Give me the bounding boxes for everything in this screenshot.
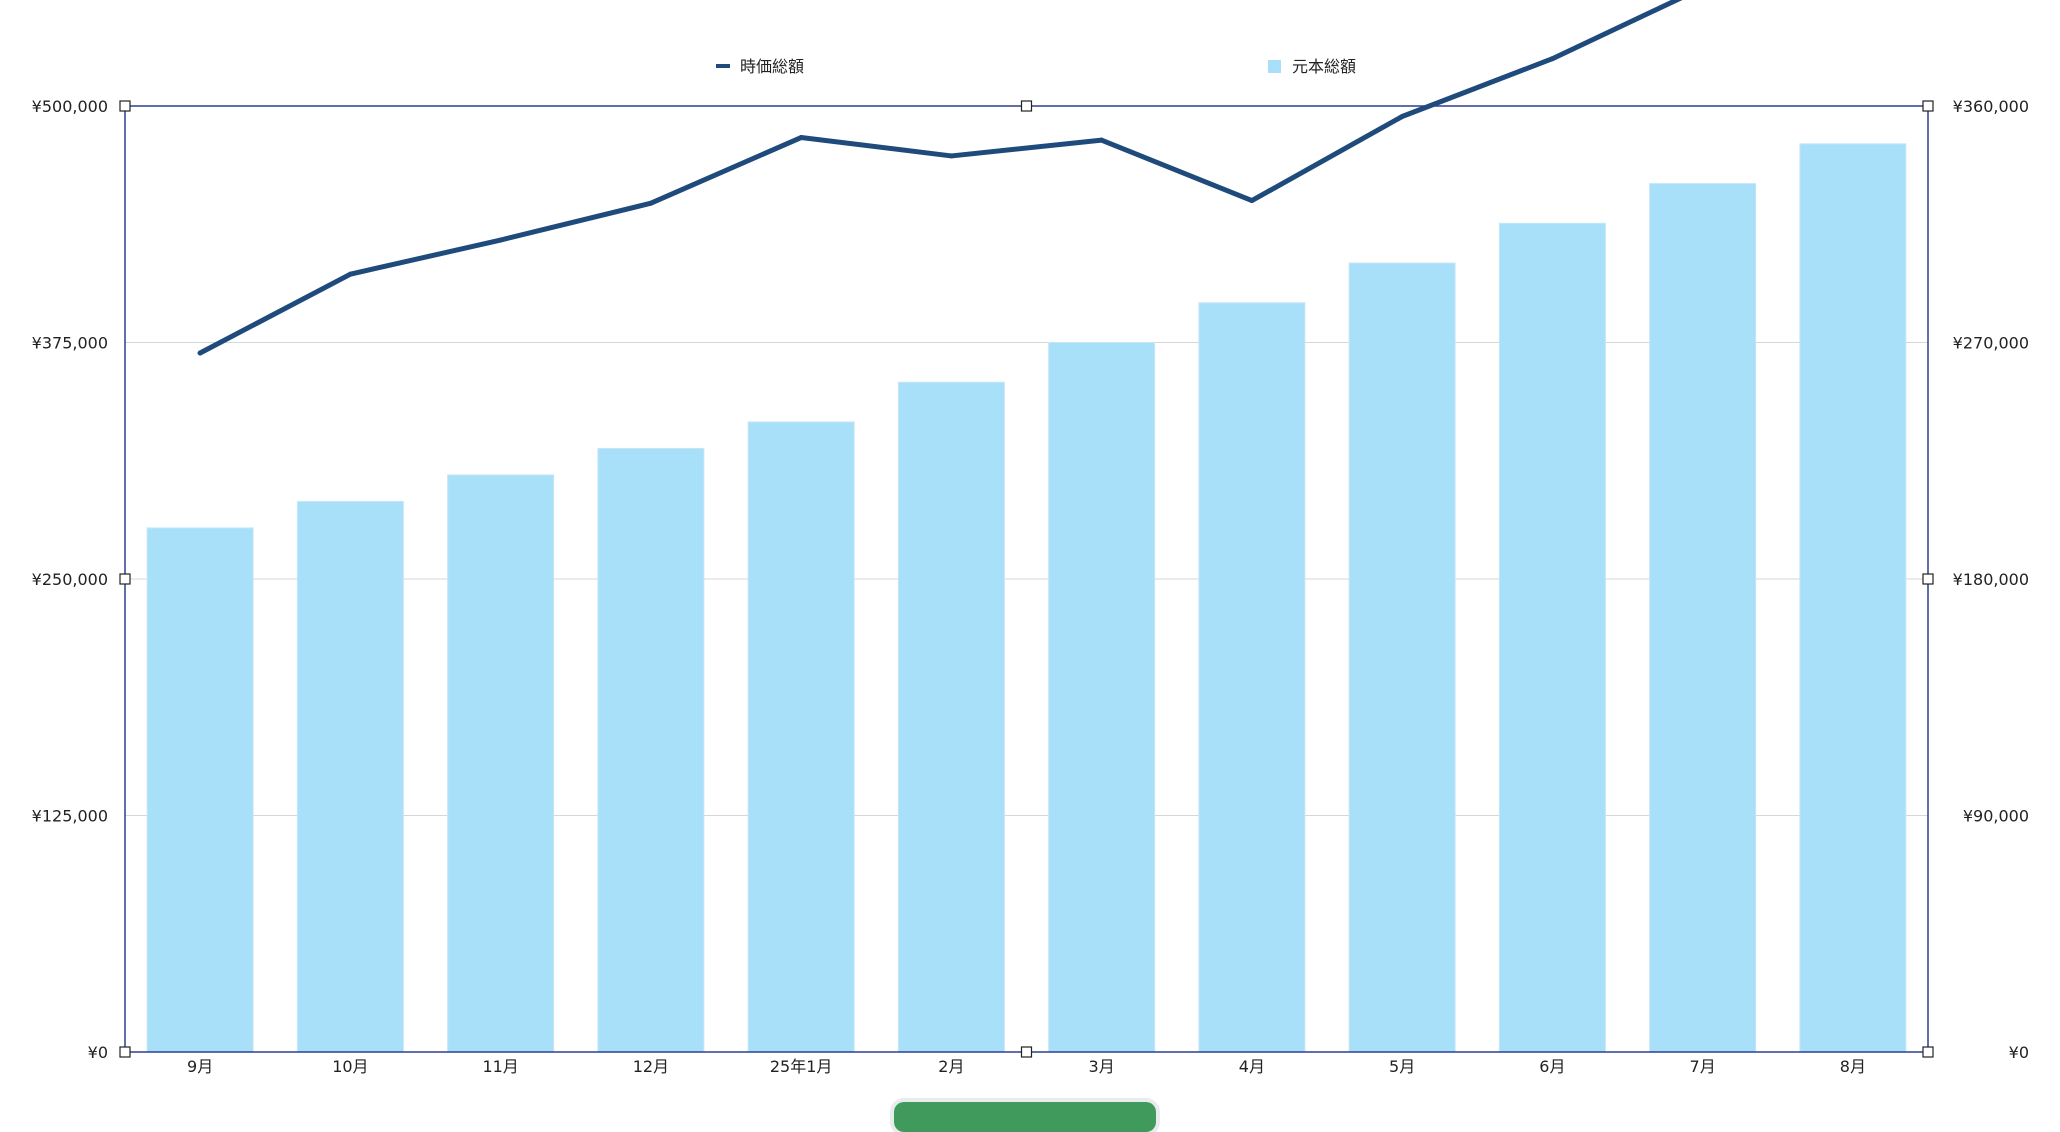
y-left-tick-label: ¥375,000 [32, 334, 108, 353]
line-point[interactable] [1399, 114, 1405, 120]
bar[interactable] [1198, 302, 1306, 1053]
x-tick-label: 2月 [938, 1057, 964, 1076]
legend-label[interactable]: 時価総額 [740, 57, 804, 76]
line-point[interactable] [197, 350, 203, 356]
y-right-tick-label: ¥360,000 [1953, 97, 2029, 116]
x-tick-label: 10月 [332, 1057, 368, 1076]
x-tick-label: 7月 [1690, 1057, 1716, 1076]
resize-handle[interactable] [119, 1046, 131, 1058]
y-right-tick-label: ¥270,000 [1953, 334, 2029, 353]
legend-label[interactable]: 元本総額 [1292, 57, 1356, 76]
x-tick-label: 5月 [1389, 1057, 1415, 1076]
y-left-tick-label: ¥125,000 [32, 807, 108, 826]
line-series[interactable] [197, 0, 1853, 356]
bar[interactable] [1348, 262, 1456, 1053]
bar[interactable] [447, 474, 555, 1053]
x-tick-label: 11月 [482, 1057, 518, 1076]
x-tick-label: 4月 [1239, 1057, 1265, 1076]
bar[interactable] [1649, 183, 1757, 1053]
y-right-tick-label: ¥90,000 [1963, 807, 2029, 826]
y-right-tick-label: ¥0 [2009, 1043, 2029, 1062]
bar[interactable] [296, 500, 404, 1053]
line-point[interactable] [347, 271, 353, 277]
line-point[interactable] [648, 200, 654, 206]
x-tick-label: 9月 [187, 1057, 213, 1076]
resize-handle[interactable] [1020, 1046, 1033, 1058]
resize-handle[interactable] [1922, 1046, 1934, 1058]
action-button[interactable] [894, 1102, 1156, 1132]
bar[interactable] [1048, 342, 1156, 1053]
resize-handle[interactable] [119, 573, 131, 585]
x-tick-label: 8月 [1840, 1057, 1866, 1076]
bar[interactable] [146, 527, 254, 1053]
bar[interactable] [747, 421, 855, 1053]
line-point[interactable] [948, 153, 954, 159]
resize-handle[interactable] [1020, 100, 1033, 112]
x-tick-label: 12月 [633, 1057, 669, 1076]
legend-line-swatch [716, 64, 730, 68]
bar[interactable] [1498, 222, 1606, 1053]
y-left-tick-label: ¥500,000 [32, 97, 108, 116]
line-point[interactable] [498, 237, 504, 243]
bar-series [146, 143, 1907, 1053]
line-point[interactable] [1549, 56, 1555, 62]
line-point[interactable] [798, 135, 804, 141]
resize-handle[interactable] [1922, 573, 1934, 585]
x-tick-label: 25年1月 [770, 1057, 833, 1076]
resize-handle[interactable] [1922, 100, 1934, 112]
legend-bar-swatch [1268, 60, 1281, 73]
bar[interactable] [897, 381, 1005, 1053]
bar[interactable] [1799, 143, 1907, 1053]
line-point[interactable] [1249, 198, 1255, 204]
x-tick-label: 3月 [1089, 1057, 1115, 1076]
line-point[interactable] [1099, 137, 1105, 143]
resize-handle[interactable] [119, 100, 131, 112]
bar[interactable] [597, 447, 705, 1053]
x-tick-label: 6月 [1539, 1057, 1565, 1076]
y-left-tick-label: ¥0 [88, 1043, 108, 1062]
y-right-tick-label: ¥180,000 [1953, 570, 2029, 589]
y-left-tick-label: ¥250,000 [32, 570, 108, 589]
